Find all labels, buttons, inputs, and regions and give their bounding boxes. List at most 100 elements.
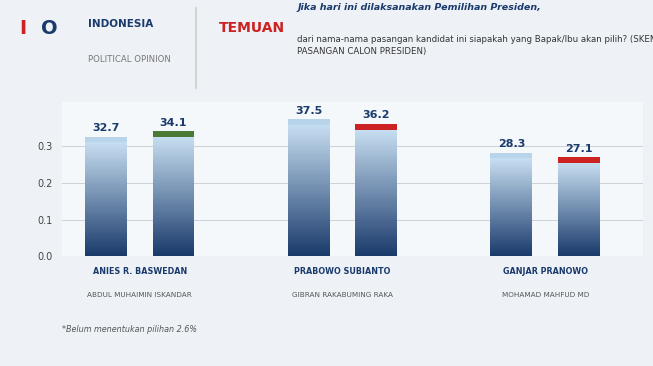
Bar [288,197,330,199]
Bar [558,166,600,168]
Bar [355,208,397,210]
Bar [558,249,600,250]
Bar [153,228,195,231]
Bar [85,249,127,250]
Bar [153,248,195,250]
Bar [153,137,195,139]
Bar [558,253,600,255]
Bar [490,243,532,245]
Bar [558,244,600,245]
Bar [355,193,397,195]
Bar [490,207,532,209]
Bar [355,170,397,172]
Bar [288,145,330,147]
Bar [558,163,600,164]
Bar [490,230,532,232]
Bar [153,242,195,244]
Bar [355,146,397,149]
Bar [490,251,532,253]
Bar [355,176,397,178]
Bar [153,147,195,149]
Bar [288,208,330,210]
Bar [355,174,397,176]
Bar [355,229,397,231]
Bar [153,244,195,246]
Bar [85,171,127,173]
Bar [355,212,397,214]
Bar [288,151,330,153]
Bar [153,210,195,213]
Bar [288,232,330,234]
Bar [490,206,532,207]
Bar [355,163,397,165]
Bar [288,182,330,184]
Bar [153,197,195,199]
Bar [355,224,397,227]
Bar [288,162,330,164]
Bar [490,225,532,227]
Bar [85,157,127,160]
Text: ABDUL MUHAIMIN ISKANDAR: ABDUL MUHAIMIN ISKANDAR [88,292,192,298]
Bar [85,175,127,176]
Bar [288,156,330,158]
Bar [490,216,532,217]
Bar [490,240,532,242]
Bar [85,194,127,195]
Bar [153,254,195,256]
Bar [85,160,127,161]
Bar [490,181,532,183]
Bar [85,144,127,146]
Bar [288,171,330,173]
Bar [355,149,397,151]
Bar [288,239,330,241]
Bar [490,175,532,176]
Bar [85,229,127,232]
Bar [85,199,127,201]
Bar [85,197,127,199]
Bar [288,223,330,225]
Bar [288,241,330,243]
Bar [288,201,330,203]
Bar [288,140,330,142]
Bar [153,177,195,179]
Bar [490,201,532,202]
Bar [558,224,600,225]
Bar [355,210,397,212]
Bar [355,199,397,201]
Bar [558,205,600,206]
Text: TEMUAN: TEMUAN [219,21,285,35]
Bar [85,176,127,178]
Bar [355,184,397,187]
Bar [355,182,397,184]
Bar [153,189,195,191]
Bar [85,190,127,192]
Bar [153,246,195,248]
Bar [85,203,127,205]
Bar [490,198,532,199]
Bar [288,167,330,169]
Bar [558,199,600,200]
Bar [490,238,532,240]
Bar [558,236,600,238]
Bar [355,254,397,256]
Bar [355,142,397,144]
Bar [355,214,397,216]
Bar [85,186,127,188]
Bar [490,204,532,206]
Bar [355,243,397,246]
Bar [558,239,600,241]
Bar [153,220,195,223]
Text: ANIES R. BASWEDAN: ANIES R. BASWEDAN [93,268,187,276]
Bar [558,251,600,253]
Bar [490,219,532,220]
Bar [490,153,532,158]
Bar [85,163,127,165]
Bar [558,211,600,213]
Bar [288,134,330,136]
Bar [288,195,330,197]
Bar [288,234,330,236]
Bar [153,175,195,177]
Text: GANJAR PRANOWO: GANJAR PRANOWO [503,268,588,276]
Bar [153,240,195,242]
Bar [153,171,195,173]
